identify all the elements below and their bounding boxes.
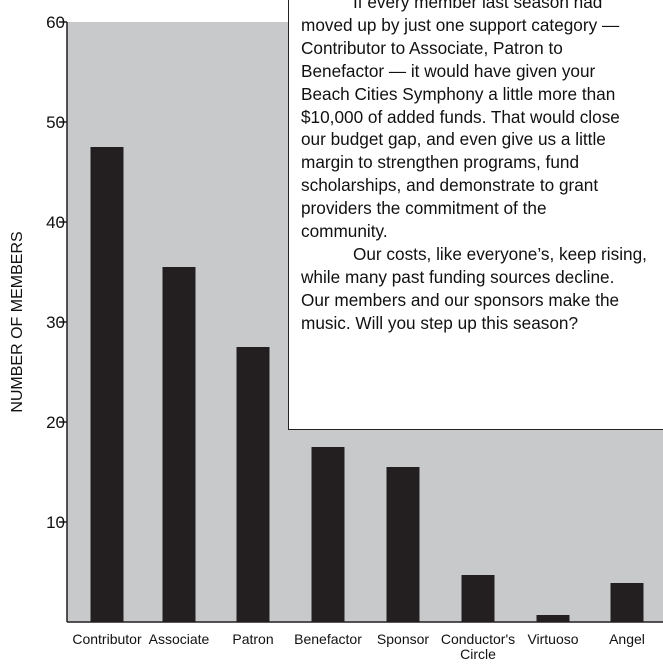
category-label: Associate [149, 631, 210, 647]
appeal-callout-box: If every member last season had moved up … [288, 0, 663, 430]
category-label: Angel [609, 631, 645, 647]
category-label: Sponsor [377, 631, 429, 647]
bar-3 [311, 447, 345, 622]
y-tick-label: 20 [46, 413, 65, 432]
bar-4 [386, 467, 420, 622]
bar-0 [90, 147, 124, 622]
category-label: Patron [232, 631, 273, 647]
bar-1 [162, 267, 196, 622]
y-tick-label: 10 [46, 513, 65, 532]
bar-7 [610, 583, 644, 622]
category-label: Conductor's Circle [441, 631, 515, 662]
y-tick-label: 60 [46, 13, 65, 32]
y-tick-label: 50 [46, 113, 65, 132]
y-axis-title: NUMBER OF MEMBERS [9, 231, 26, 412]
bar-2 [236, 347, 270, 622]
appeal-paragraph-2: Our costs, like everyone’s, keep rising,… [301, 243, 647, 333]
x-category-labels: Contributor Associate Patron Benefactor Spon… [72, 631, 645, 662]
bar-5 [461, 575, 495, 622]
appeal-paragraph-1: If every member last season had moved up … [301, 0, 620, 242]
bars-group [90, 147, 644, 622]
category-label: Benefactor [294, 631, 362, 647]
y-tick-label: 40 [46, 213, 65, 232]
category-label: Virtuoso [527, 631, 578, 647]
y-tick-label: 30 [46, 313, 65, 332]
category-label: Contributor [72, 631, 142, 647]
y-tick-labels: 10 20 30 40 50 60 [46, 13, 67, 532]
bar-6 [536, 615, 570, 622]
